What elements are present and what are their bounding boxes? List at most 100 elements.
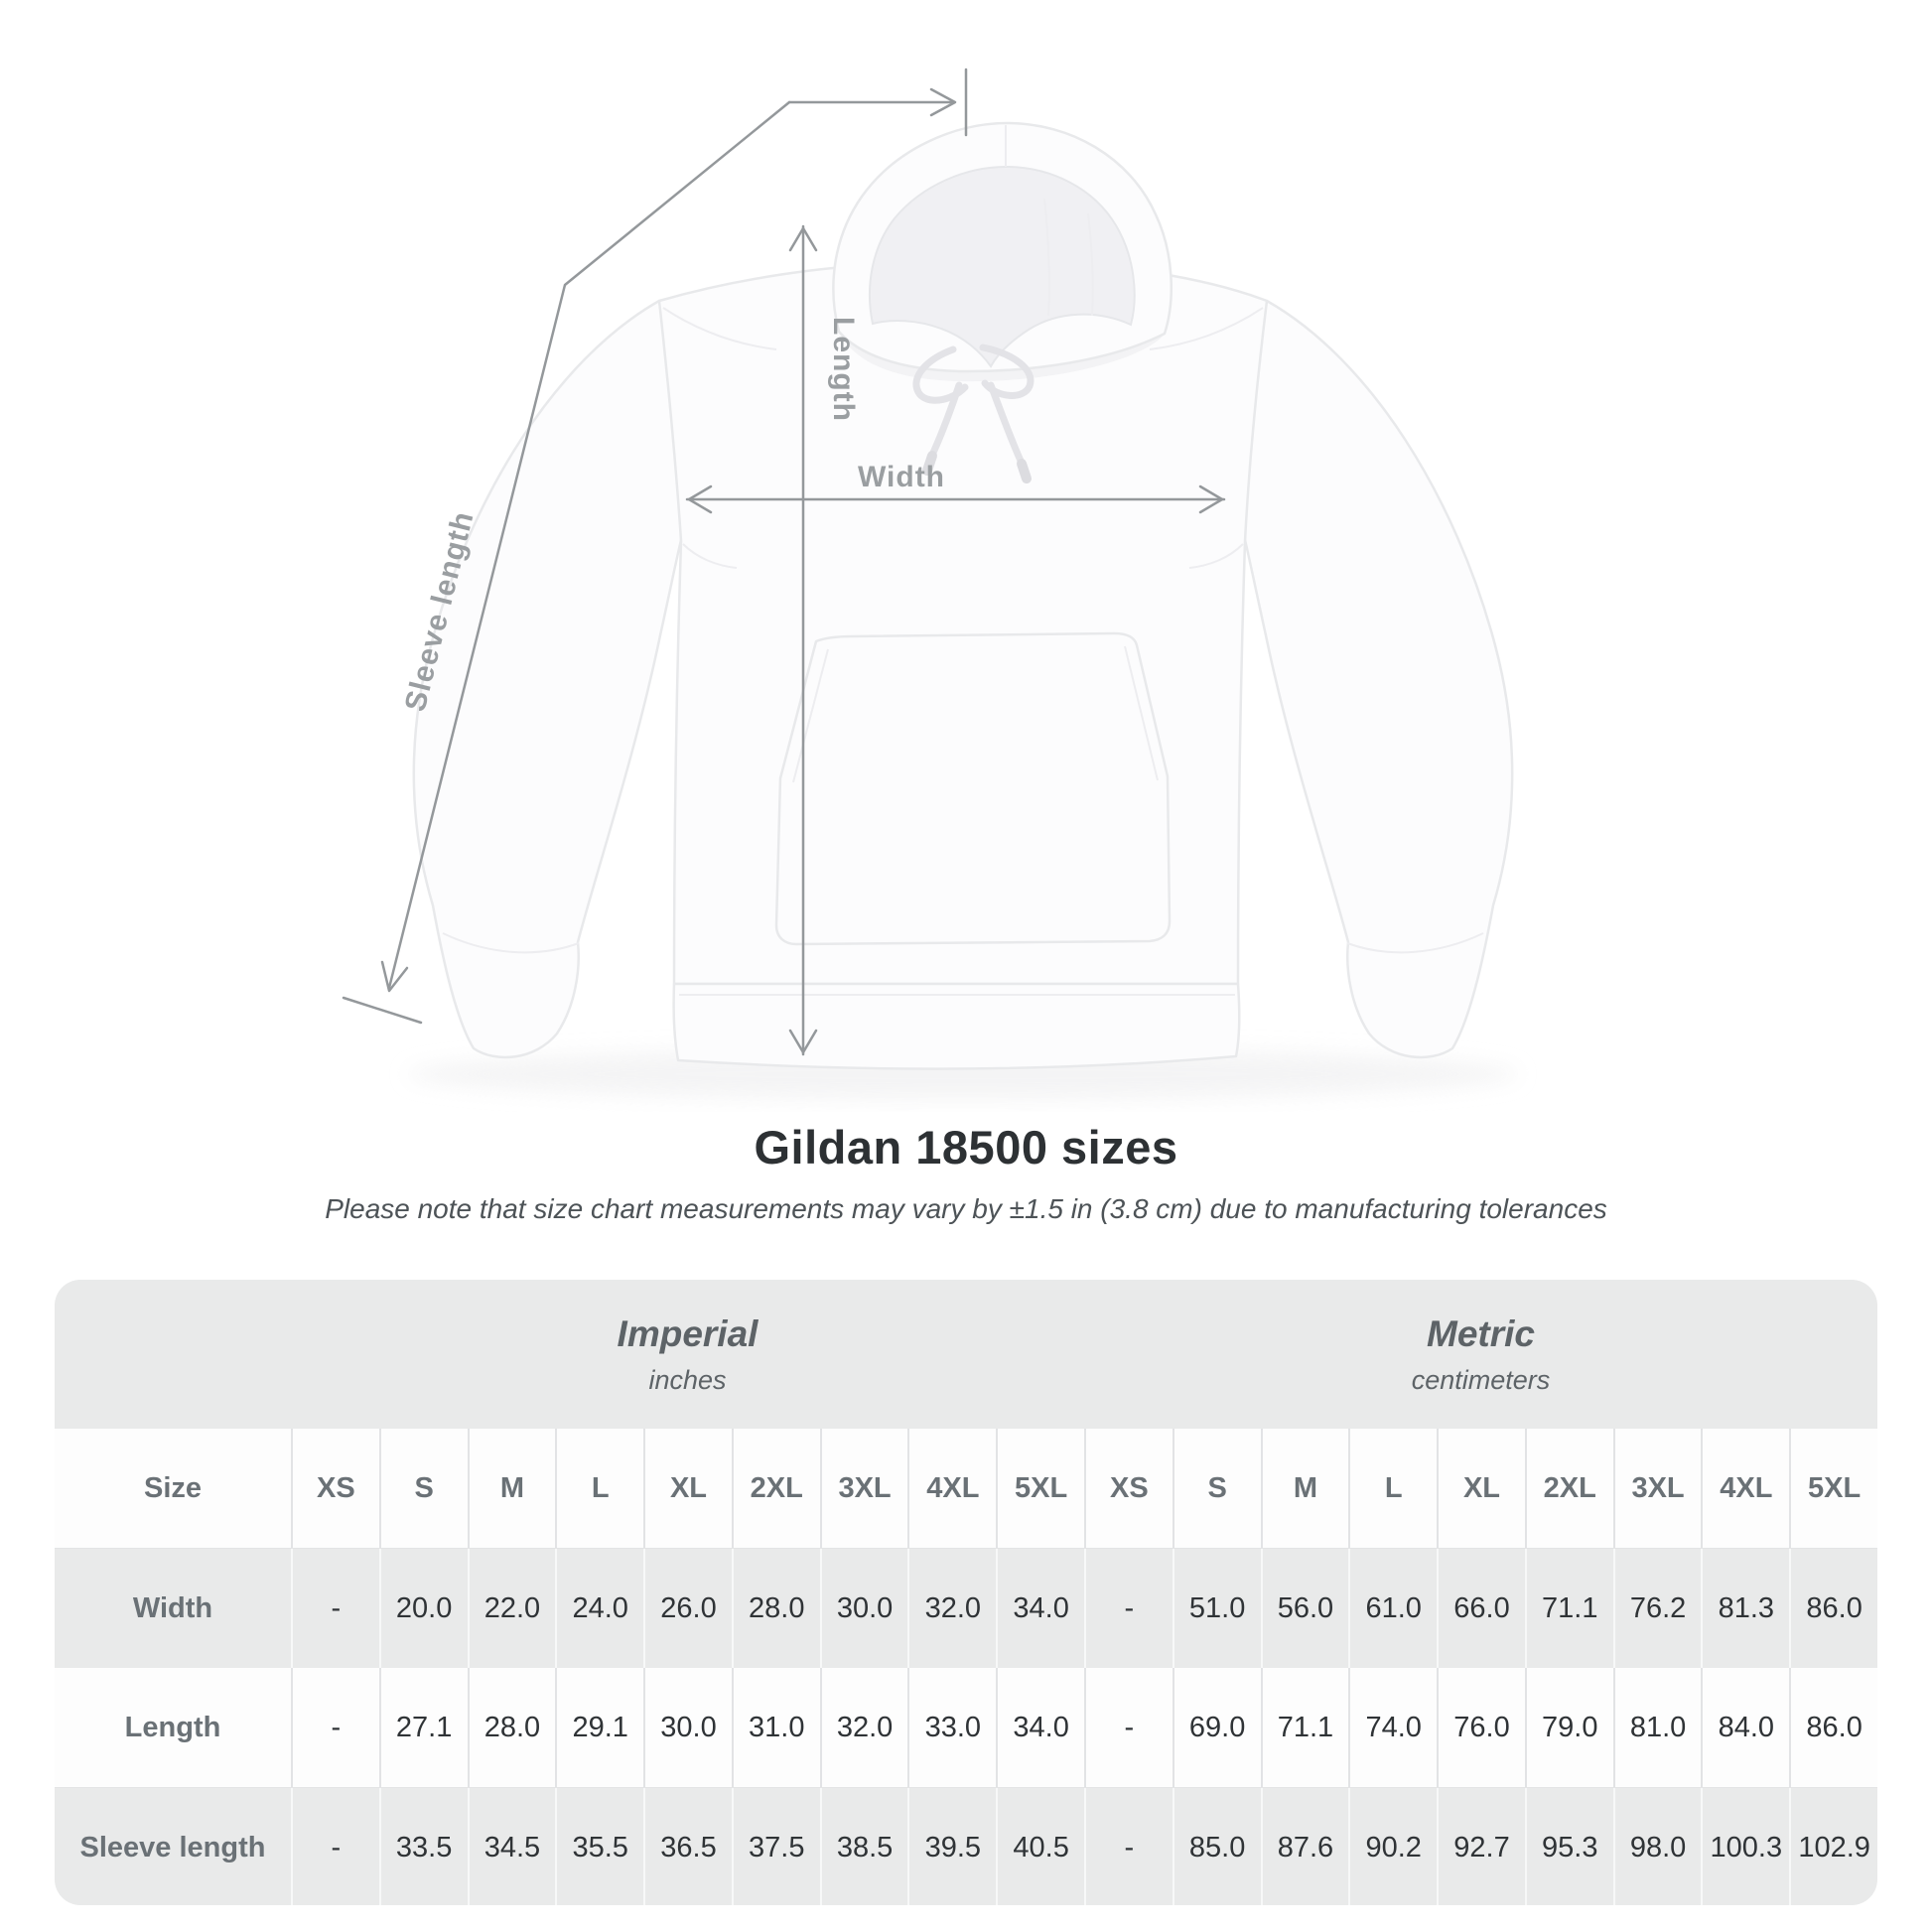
cell: 90.2: [1348, 1788, 1437, 1905]
drawstring-right: [987, 381, 1025, 465]
hem-band: [672, 982, 1241, 1070]
cell: 34.5: [467, 1788, 556, 1905]
cell: 95.3: [1524, 1788, 1613, 1905]
row-label: Length: [124, 1711, 221, 1743]
cell: 28.0: [731, 1549, 820, 1668]
cell: 76.2: [1612, 1549, 1702, 1668]
cell: 27.1: [378, 1668, 468, 1787]
cell: -: [291, 1668, 379, 1787]
cell: 37.5: [731, 1788, 820, 1905]
right-armpit-crease: [1188, 543, 1244, 569]
cell: 84.0: [1701, 1668, 1789, 1787]
cell: 81.3: [1701, 1549, 1789, 1668]
cell: 74.0: [1348, 1668, 1437, 1787]
left-cuff-seam: [442, 932, 580, 954]
size-col-header: XS: [1084, 1429, 1173, 1548]
cell: 66.0: [1437, 1549, 1525, 1668]
left-shoulder-seam: [662, 307, 777, 350]
cell: 81.0: [1612, 1668, 1702, 1787]
imperial-header: Imperial inches: [291, 1280, 1084, 1429]
cell: 38.5: [819, 1788, 908, 1905]
metric-title: Metric: [1427, 1312, 1535, 1354]
hood-crease-2: [1087, 212, 1094, 317]
cell: 32.0: [907, 1549, 996, 1668]
cell: 100.3: [1701, 1788, 1789, 1905]
left-armpit-crease: [682, 543, 738, 569]
cell: 56.0: [1260, 1549, 1349, 1668]
pocket-stitch-left: [792, 648, 829, 783]
unit-header-spacer: [55, 1280, 291, 1429]
width-label: Width: [858, 461, 945, 493]
cell: 102.9: [1789, 1788, 1877, 1905]
size-col-header: 2XL: [1524, 1429, 1613, 1548]
cell: 35.5: [555, 1788, 643, 1905]
width-arrow: Width: [685, 461, 1226, 514]
cell: 26.0: [643, 1549, 732, 1668]
metric-unit: centimeters: [1411, 1364, 1551, 1395]
cell: 86.0: [1789, 1549, 1877, 1668]
size-col-header: XL: [1437, 1429, 1525, 1548]
cell: 28.0: [467, 1668, 556, 1787]
cell: 29.1: [555, 1668, 643, 1787]
unit-header-row: Imperial inches Metric centimeters: [55, 1280, 1877, 1429]
cell: 31.0: [731, 1668, 820, 1787]
pocket-stitch-right: [1124, 645, 1159, 781]
imperial-title: Imperial: [617, 1312, 759, 1354]
cell: 51.0: [1172, 1549, 1261, 1668]
size-col-header: 5XL: [1789, 1429, 1877, 1548]
cell: 61.0: [1348, 1549, 1437, 1668]
size-col-header: 3XL: [1612, 1429, 1702, 1548]
cell: 85.0: [1172, 1788, 1261, 1905]
cell: 98.0: [1612, 1788, 1702, 1905]
size-col-header: 2XL: [731, 1429, 820, 1548]
cell: 32.0: [819, 1668, 908, 1787]
size-col-header: S: [1172, 1429, 1261, 1548]
size-col-header: 5XL: [996, 1429, 1084, 1548]
drawstring-left: [929, 381, 963, 457]
cell: 30.0: [643, 1668, 732, 1787]
cell: 22.0: [467, 1549, 556, 1668]
cell: 33.0: [907, 1668, 996, 1787]
size-col-header: M: [1260, 1429, 1349, 1548]
row-label: Width: [132, 1591, 213, 1624]
cell: 30.0: [819, 1549, 908, 1668]
left-sleeve: [412, 299, 683, 1059]
cell: 36.5: [643, 1788, 732, 1905]
size-header-row: Size XS S M L XL 2XL 3XL 4XL 5XL XS S M …: [55, 1429, 1877, 1548]
cell: 33.5: [378, 1788, 468, 1905]
cell: 20.0: [378, 1549, 468, 1668]
drawstring-right-aglet: [1017, 459, 1032, 483]
hoodie-measurement-diagram: Sleeve length Length Width: [342, 68, 1519, 1100]
imperial-unit: inches: [648, 1364, 727, 1395]
size-col-header: 3XL: [819, 1429, 908, 1548]
cell: 39.5: [907, 1788, 996, 1905]
drawstring-bow-left-loop: [912, 345, 969, 404]
cell: -: [1084, 1668, 1173, 1787]
page-title: Gildan 18500 sizes: [754, 1121, 1178, 1173]
length-label: Length: [827, 317, 860, 422]
width-row: Width - 20.0 22.0 24.0 26.0 28.0 30.0 32…: [55, 1548, 1877, 1668]
hood-crease-1: [1043, 198, 1050, 317]
sleeve-length-row: Sleeve length - 33.5 34.5 35.5 36.5 37.5…: [55, 1787, 1877, 1905]
row-label: Sleeve length: [79, 1831, 266, 1863]
cell: 79.0: [1524, 1668, 1613, 1787]
size-col-header: S: [378, 1429, 468, 1548]
hood-opening: [868, 165, 1136, 368]
cell: 71.1: [1260, 1668, 1349, 1787]
size-col-header: XL: [643, 1429, 732, 1548]
cell: -: [291, 1549, 379, 1668]
cell: 71.1: [1524, 1549, 1613, 1668]
drawstrings: [912, 344, 1035, 483]
size-col-header: XS: [291, 1429, 379, 1548]
hoodie-photo: [407, 121, 1519, 1100]
right-sleeve: [1243, 299, 1514, 1059]
size-col-header: L: [555, 1429, 643, 1548]
size-col-header: 4XL: [1701, 1429, 1789, 1548]
row-label: Size: [143, 1471, 203, 1504]
right-shoulder-seam: [1149, 307, 1264, 350]
drawstring-bow-right-loop: [979, 344, 1035, 399]
cell: 87.6: [1260, 1788, 1349, 1905]
right-cuff-seam: [1346, 932, 1484, 954]
kangaroo-pocket: [774, 631, 1172, 946]
cell: -: [1084, 1788, 1173, 1905]
